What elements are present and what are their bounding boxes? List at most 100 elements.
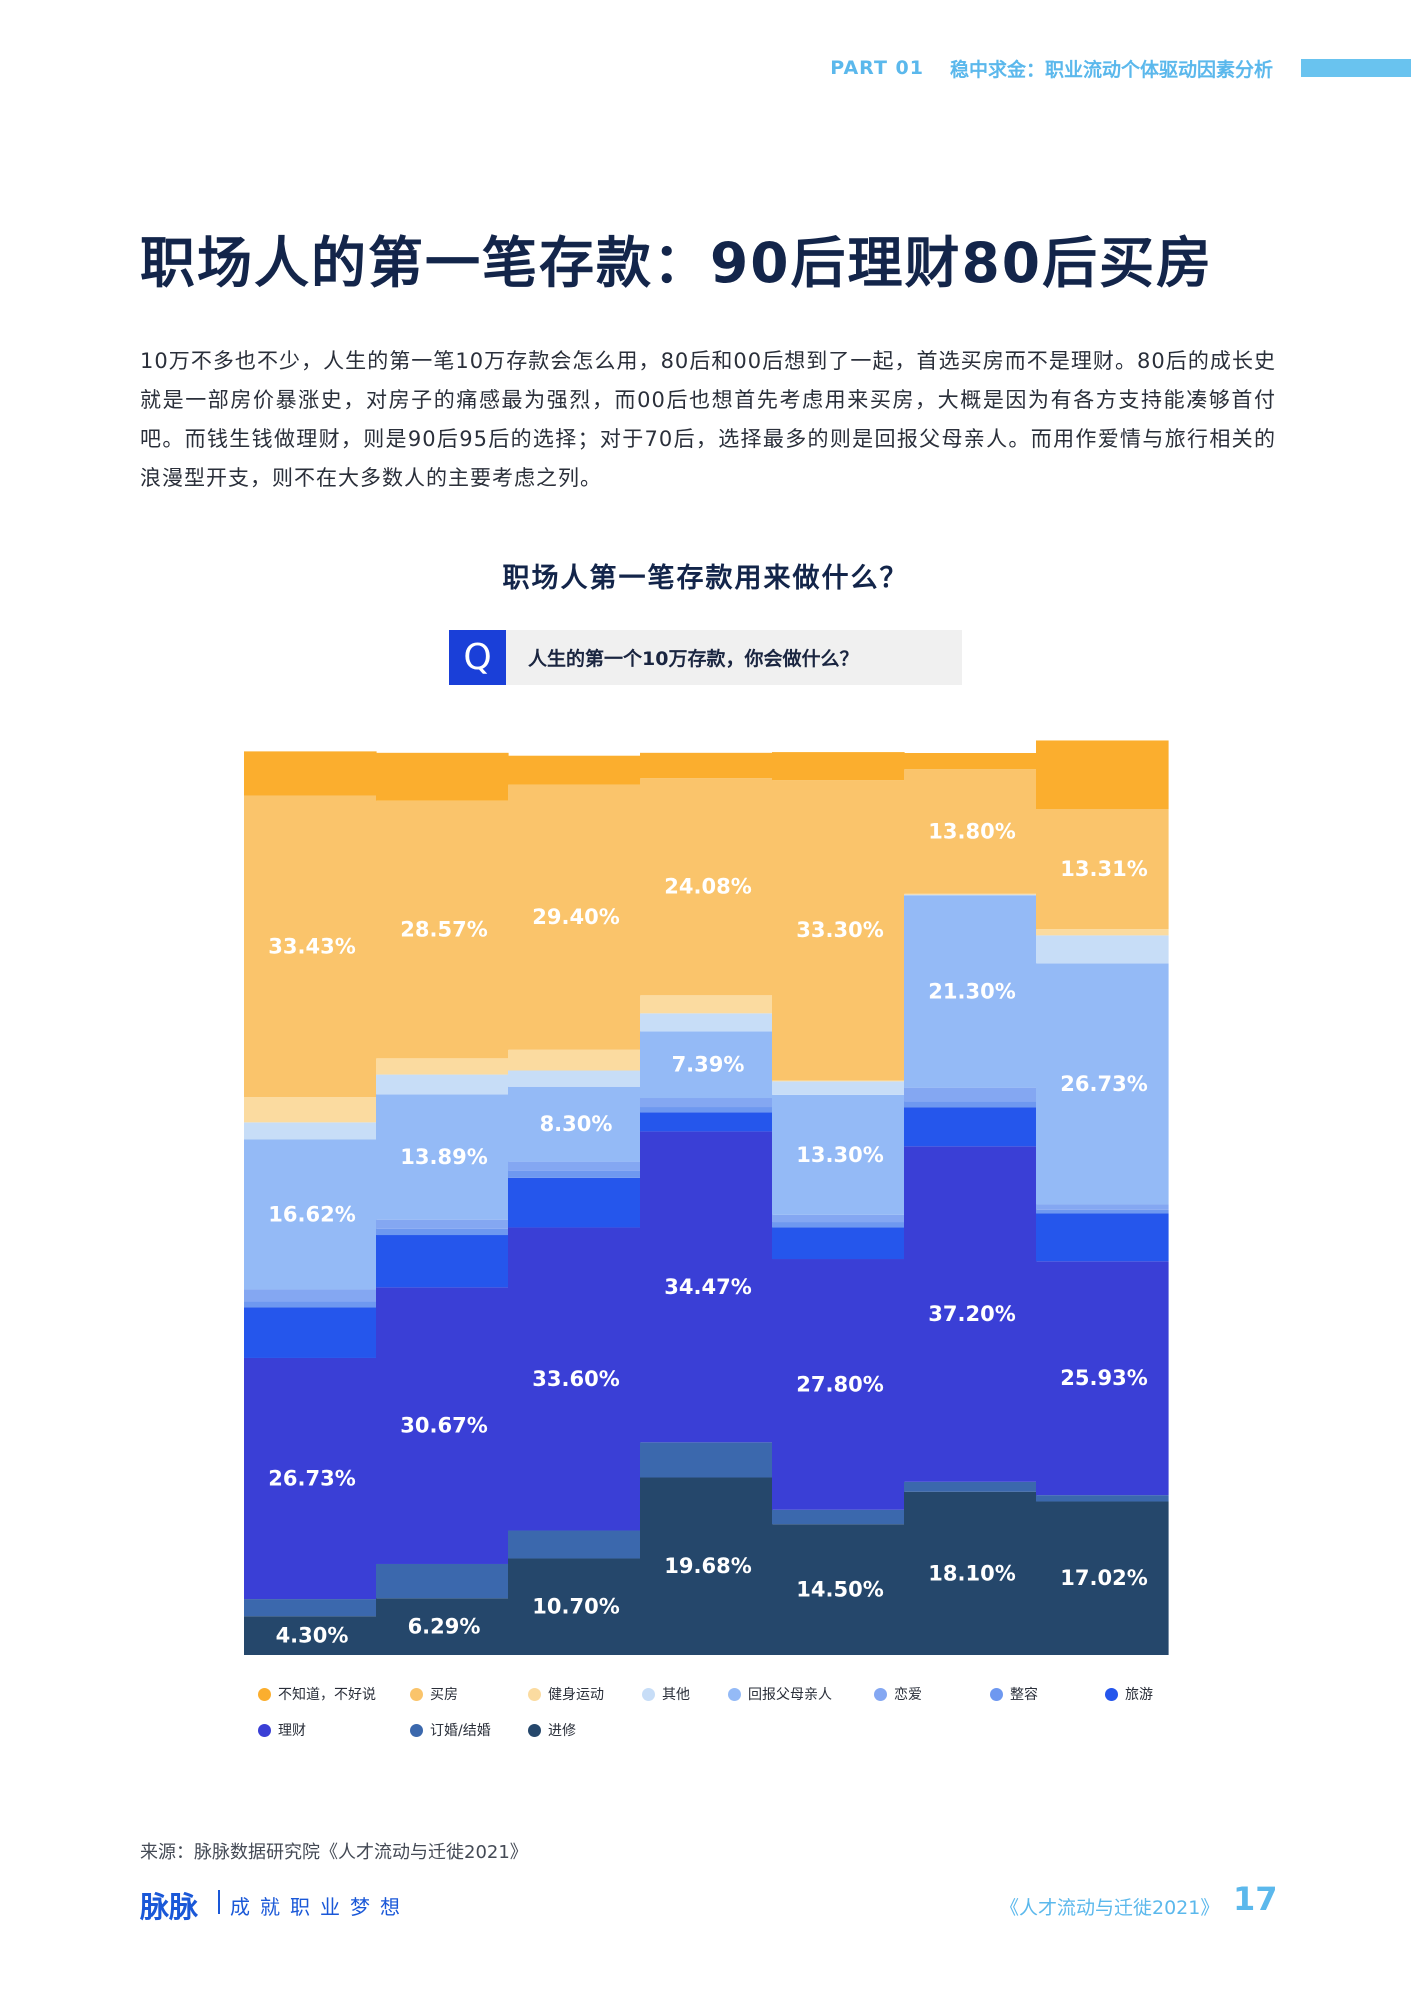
legend-item: 其他 xyxy=(642,1684,690,1704)
bar-segment xyxy=(376,1228,509,1236)
bar-segment xyxy=(244,1097,377,1123)
bar-segment xyxy=(508,1070,641,1087)
legend-item: 理财 xyxy=(258,1720,306,1740)
legend-label: 理财 xyxy=(278,1723,306,1739)
legend-swatch xyxy=(728,1687,741,1701)
bar-segment xyxy=(244,1307,377,1358)
bar-segment xyxy=(772,1094,905,1215)
bar-segment xyxy=(640,1131,773,1443)
bar-segment xyxy=(772,1080,905,1082)
legend-swatch xyxy=(258,1687,271,1701)
legend-label: 整容 xyxy=(1010,1687,1038,1703)
bar-segment xyxy=(904,1107,1037,1147)
legend-swatch xyxy=(258,1723,271,1737)
data-label: 21.30% xyxy=(928,980,1015,1004)
bar-segment xyxy=(640,1477,773,1655)
bar-segment xyxy=(244,1616,377,1655)
data-label: 16.62% xyxy=(268,1202,355,1226)
bar-segment xyxy=(772,1081,905,1095)
legend-item: 买房 xyxy=(410,1684,458,1704)
bar-segment xyxy=(1036,1261,1169,1496)
bar-segment xyxy=(376,1219,509,1229)
legend-item: 进修 xyxy=(528,1720,576,1740)
data-label: 28.57% xyxy=(400,917,487,941)
header-accent-bar xyxy=(1301,59,1411,77)
bar-segment xyxy=(1036,1209,1169,1214)
legend-label: 恋爱 xyxy=(894,1687,922,1703)
bar-segment xyxy=(1036,1204,1169,1210)
bar-segment xyxy=(904,1491,1037,1655)
bar-segment xyxy=(772,1259,905,1510)
bar-segment xyxy=(244,1122,377,1140)
bar-segment xyxy=(772,1524,905,1655)
data-label: 8.30% xyxy=(540,1112,613,1136)
legend-item: 整容 xyxy=(990,1684,1038,1704)
legend-label: 旅游 xyxy=(1125,1687,1153,1703)
bar-segment xyxy=(904,895,1037,1088)
legend-label: 回报父母亲人 xyxy=(748,1687,832,1703)
footer-divider xyxy=(218,1890,220,1914)
bar-segment xyxy=(508,1161,641,1171)
data-label: 37.20% xyxy=(928,1302,1015,1326)
legend-swatch xyxy=(642,1687,655,1701)
bar-segment xyxy=(640,1013,773,1032)
bar-segment xyxy=(640,752,773,779)
legend-label: 买房 xyxy=(430,1687,458,1703)
bar-segment xyxy=(904,769,1037,894)
bar-segment xyxy=(376,752,509,801)
part-label: PART 01 xyxy=(830,57,924,79)
legend-swatch xyxy=(410,1723,423,1737)
bar-segment xyxy=(244,1357,377,1600)
question-icon: Q xyxy=(449,630,506,685)
bar-segment xyxy=(1036,935,1169,964)
bar-segment xyxy=(772,780,905,1081)
legend-item: 回报父母亲人 xyxy=(728,1684,832,1704)
bar-segment xyxy=(1036,1213,1169,1262)
bar-segment xyxy=(1036,1495,1169,1502)
data-label: 27.80% xyxy=(796,1372,883,1396)
data-label: 24.08% xyxy=(664,875,751,899)
bar-segment xyxy=(640,1112,773,1132)
data-label: 33.60% xyxy=(532,1367,619,1391)
bar-segment xyxy=(376,1563,509,1599)
legend-swatch xyxy=(990,1687,1003,1701)
legend-item: 不知道，不好说 xyxy=(258,1684,376,1704)
data-label: 30.67% xyxy=(400,1414,487,1438)
bar-segment xyxy=(640,778,773,996)
bar-segment xyxy=(904,1101,1037,1108)
legend-swatch xyxy=(874,1687,887,1701)
legend-item: 健身运动 xyxy=(528,1684,604,1704)
data-label: 10.70% xyxy=(532,1595,619,1619)
data-label: 13.30% xyxy=(796,1143,883,1167)
data-label: 13.31% xyxy=(1060,857,1147,881)
legend-swatch xyxy=(1105,1687,1118,1701)
bar-segment xyxy=(640,1098,773,1108)
bar-segment xyxy=(772,1214,905,1223)
bar-segment xyxy=(904,893,1037,895)
bar-segment xyxy=(508,755,641,785)
data-label: 6.29% xyxy=(408,1615,481,1639)
bar-segment xyxy=(640,1107,773,1113)
bar-segment xyxy=(508,1177,641,1228)
data-label: 4.30% xyxy=(276,1624,349,1648)
bar-segment xyxy=(244,1289,377,1302)
question-box: Q 人生的第一个10万存款，你会做什么？ xyxy=(449,630,962,685)
question-text: 人生的第一个10万存款，你会做什么？ xyxy=(528,648,859,670)
data-label: 26.73% xyxy=(268,1467,355,1491)
bar-segment xyxy=(244,1139,377,1290)
bar-segment xyxy=(376,1598,509,1655)
data-label: 29.40% xyxy=(532,905,619,929)
bar-segment xyxy=(1036,740,1169,810)
data-label: 26.73% xyxy=(1060,1072,1147,1096)
bar-segment xyxy=(508,1530,641,1559)
bar-segment xyxy=(1036,809,1169,930)
bar-segment xyxy=(904,1087,1037,1102)
page-title: 职场人的第一笔存款：90后理财80后买房 xyxy=(140,231,1214,295)
bar-segment xyxy=(1036,963,1169,1205)
report-name: 《人才流动与迁徙2021》 xyxy=(1000,1897,1220,1919)
brand-logo: 脉脉 xyxy=(140,1890,199,1924)
legend-item: 订婚/结婚 xyxy=(410,1720,491,1740)
bar-segment xyxy=(376,800,509,1059)
data-label: 33.30% xyxy=(796,918,883,942)
legend-item: 旅游 xyxy=(1105,1684,1153,1704)
